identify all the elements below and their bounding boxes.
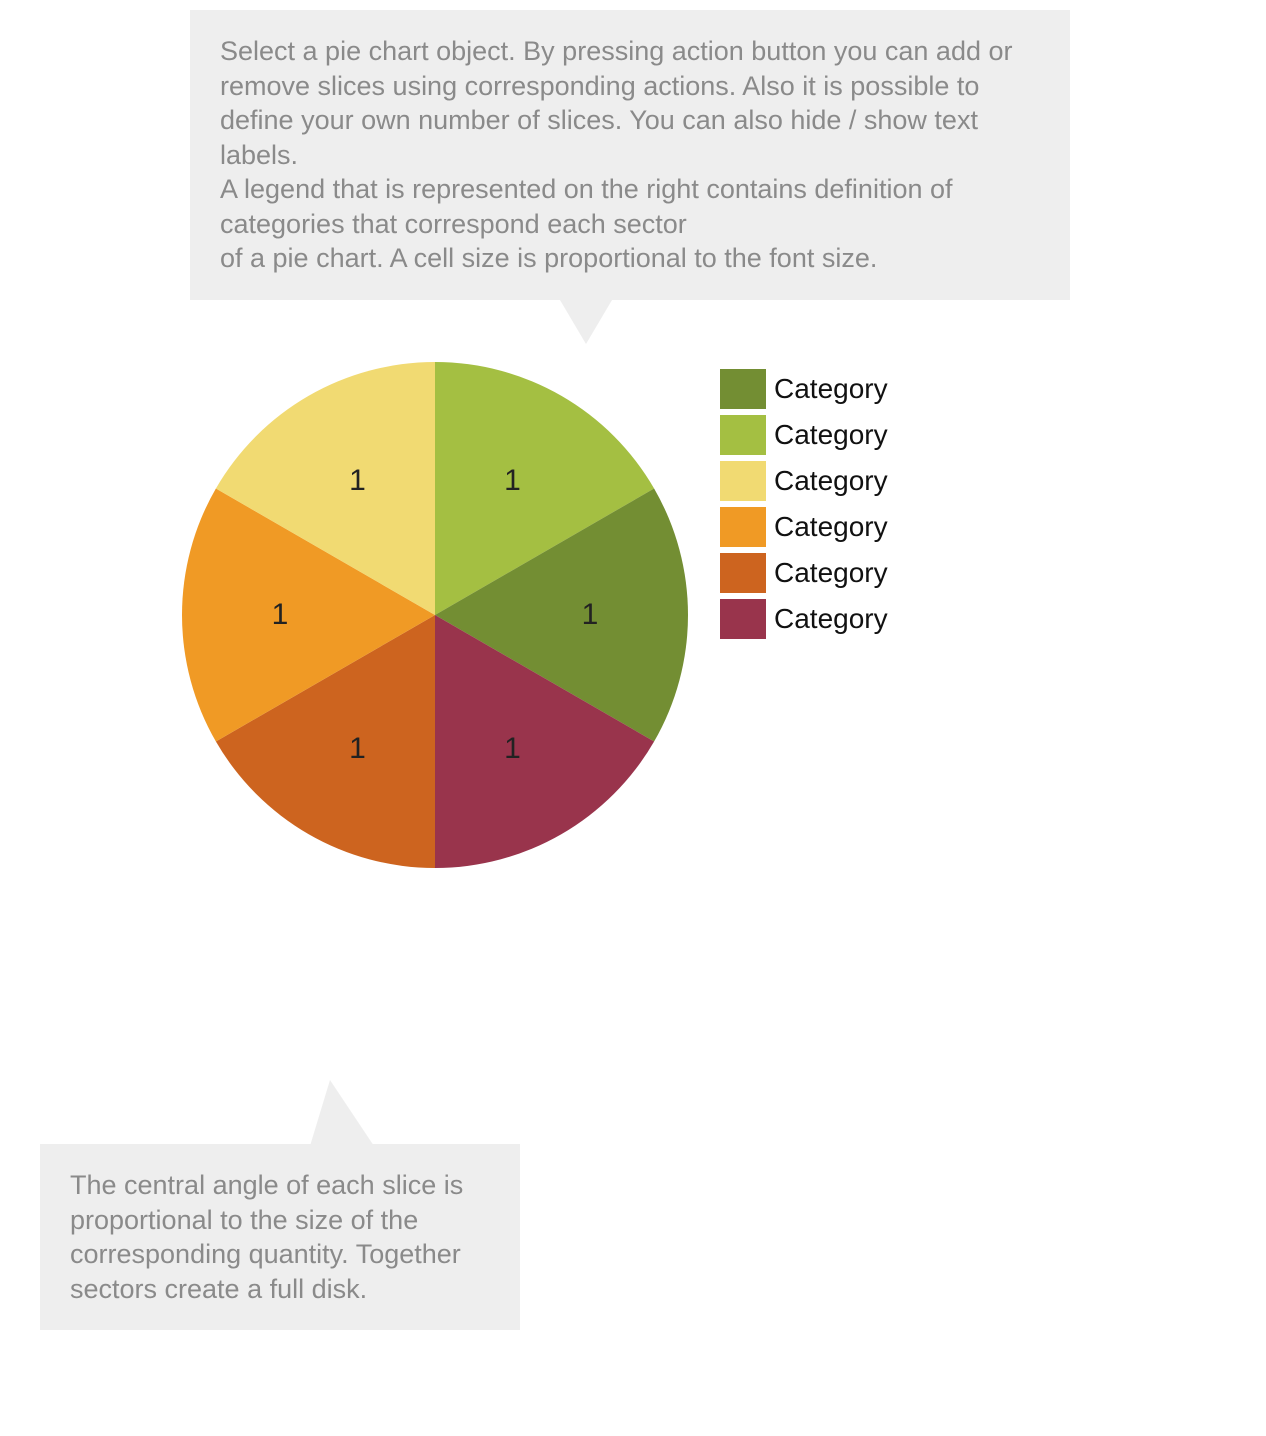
legend-swatch-4 bbox=[720, 553, 766, 593]
pie-slice-label-5: 1 bbox=[349, 464, 366, 498]
legend-item-5: Category bbox=[720, 596, 888, 642]
legend-item-0: Category bbox=[720, 366, 888, 412]
legend-swatch-2 bbox=[720, 461, 766, 501]
legend: Category Category Category Category Category… bbox=[720, 366, 888, 642]
pie-chart[interactable]: 1 1 1 1 1 1 bbox=[180, 360, 690, 870]
legend-label-1: Category bbox=[774, 419, 888, 451]
pie-slice-label-3: 1 bbox=[349, 732, 366, 766]
legend-item-1: Category bbox=[720, 412, 888, 458]
canvas: Select a pie chart object. By pressing a… bbox=[0, 0, 1266, 1436]
callout-bottom-tail bbox=[310, 1080, 374, 1146]
legend-item-2: Category bbox=[720, 458, 888, 504]
legend-label-3: Category bbox=[774, 511, 888, 543]
legend-item-3: Category bbox=[720, 504, 888, 550]
legend-swatch-5 bbox=[720, 599, 766, 639]
pie-slice-label-2: 1 bbox=[504, 732, 521, 766]
legend-label-2: Category bbox=[774, 465, 888, 497]
legend-label-5: Category bbox=[774, 603, 888, 635]
legend-label-4: Category bbox=[774, 557, 888, 589]
pie-slice-label-1: 1 bbox=[582, 598, 599, 632]
callout-top: Select a pie chart object. By pressing a… bbox=[190, 10, 1070, 300]
legend-label-0: Category bbox=[774, 373, 888, 405]
legend-swatch-3 bbox=[720, 507, 766, 547]
callout-bottom: The central angle of each slice is propo… bbox=[40, 1144, 520, 1330]
legend-swatch-1 bbox=[720, 415, 766, 455]
callout-top-tail bbox=[560, 300, 612, 344]
pie-svg bbox=[180, 360, 690, 870]
pie-slice-label-4: 1 bbox=[272, 598, 289, 632]
callout-bottom-text: The central angle of each slice is propo… bbox=[70, 1170, 463, 1304]
pie-slice-label-0: 1 bbox=[504, 464, 521, 498]
callout-top-text: Select a pie chart object. By pressing a… bbox=[220, 36, 1012, 273]
legend-item-4: Category bbox=[720, 550, 888, 596]
legend-swatch-0 bbox=[720, 369, 766, 409]
